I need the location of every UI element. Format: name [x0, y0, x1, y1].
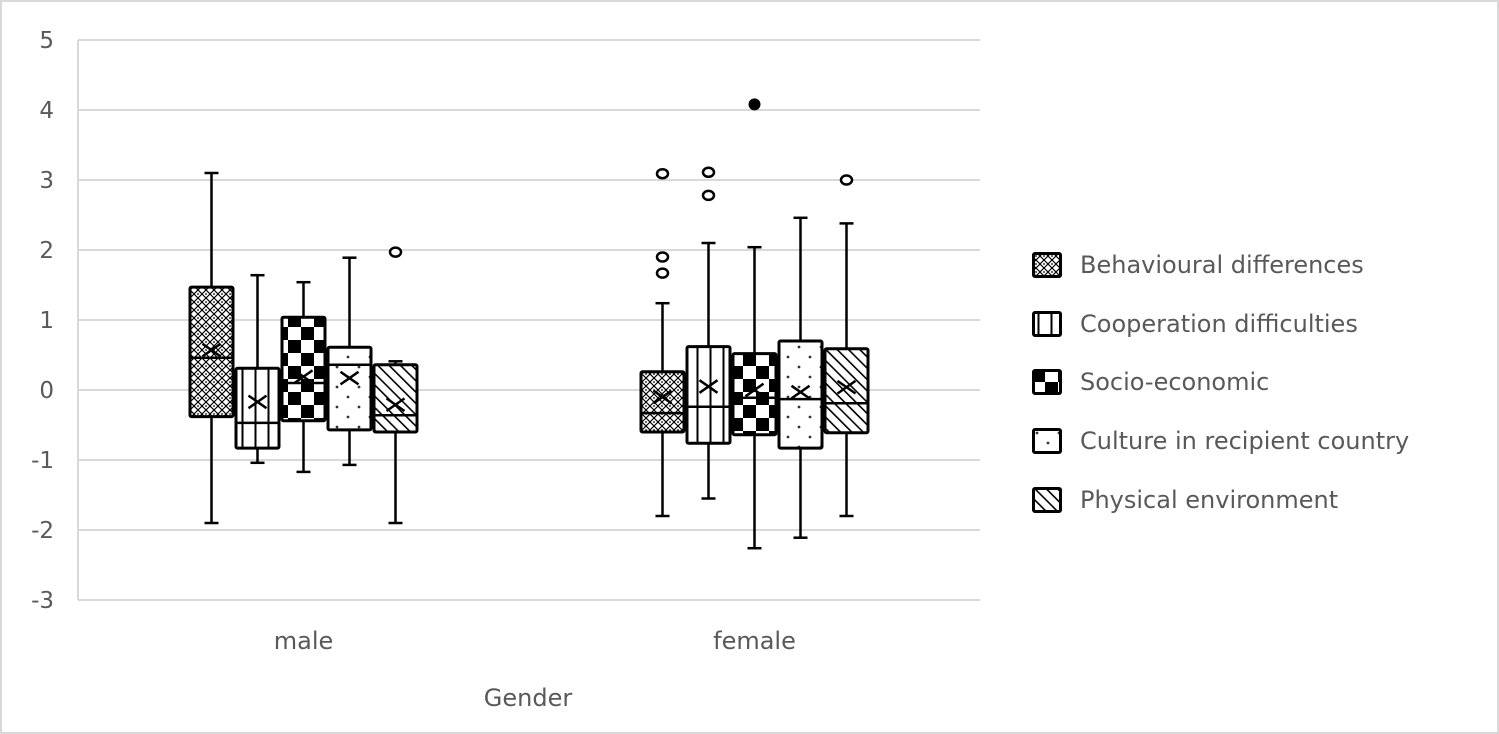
legend-item: Socio-economic [1032, 353, 1409, 412]
x-axis-category-labels: male female [274, 627, 796, 655]
legend-label: Physical environment [1080, 485, 1339, 514]
outlier-point [701, 166, 716, 179]
legend-label: Behavioural differences [1080, 251, 1364, 280]
y-tick-label: 3 [39, 168, 54, 194]
chart-legend: Behavioural differences Cooperation diff… [1032, 236, 1409, 529]
legend-item: Cooperation difficulties [1032, 295, 1409, 354]
mean-marker [652, 389, 673, 405]
y-tick-label: -1 [31, 448, 54, 474]
legend-label: Socio-economic [1080, 368, 1270, 397]
legend-swatch-checkerboard-icon [1032, 369, 1062, 396]
legend-label: Culture in recipient country [1080, 427, 1410, 456]
outlier-point [655, 167, 670, 180]
box-sparse-dots-male [326, 256, 373, 467]
legend-swatch-diamond-lattice-icon [1032, 252, 1062, 279]
outlier-point [748, 98, 761, 111]
mean-marker [293, 369, 314, 385]
y-axis-tick-labels: 5 4 3 2 1 0 -1 -2 -3 [31, 28, 54, 614]
legend-swatch-sparse-dots-icon [1032, 428, 1062, 455]
y-tick-label: -3 [31, 588, 54, 614]
mean-marker [247, 394, 268, 410]
mean-marker [385, 397, 406, 413]
mean-marker [201, 342, 222, 358]
legend-label: Cooperation difficulties [1080, 309, 1358, 338]
y-tick-label: -2 [31, 518, 54, 544]
box-vertical-stripes-female [685, 166, 732, 500]
y-tick-label: 1 [39, 308, 54, 334]
x-category-label: female [713, 627, 796, 655]
legend-item: Behavioural differences [1032, 236, 1409, 295]
legend-item: Physical environment [1032, 470, 1409, 529]
mean-marker [836, 379, 857, 395]
mean-marker [790, 384, 811, 400]
box-diagonal-hatch-female [823, 174, 870, 518]
x-axis-title: Gender [484, 684, 573, 712]
box-checkerboard-female [731, 98, 778, 550]
outlier-point [701, 189, 716, 202]
legend-swatch-vertical-stripes-icon [1032, 310, 1062, 337]
y-tick-label: 4 [39, 98, 54, 124]
y-tick-label: 5 [39, 28, 54, 54]
legend-swatch-diagonal-hatch-icon [1032, 486, 1062, 513]
box-diamond-lattice-male [188, 171, 235, 525]
outlier-point [655, 251, 670, 263]
box-sparse-dots-female [777, 216, 824, 539]
y-tick-label: 0 [39, 378, 54, 404]
box-diamond-lattice-female [639, 167, 686, 518]
box-checkerboard-male [280, 280, 327, 474]
mean-marker [744, 382, 765, 398]
mean-marker [698, 379, 719, 394]
outlier-point [839, 174, 854, 186]
outlier-point [655, 267, 670, 279]
box-series [188, 98, 870, 550]
box-diagonal-hatch-male [372, 246, 419, 525]
x-category-label: male [274, 627, 334, 655]
mean-marker [339, 370, 360, 386]
y-tick-label: 2 [39, 238, 54, 264]
box-vertical-stripes-male [234, 273, 281, 465]
outlier-point [388, 246, 403, 258]
legend-item: Culture in recipient country [1032, 412, 1409, 471]
